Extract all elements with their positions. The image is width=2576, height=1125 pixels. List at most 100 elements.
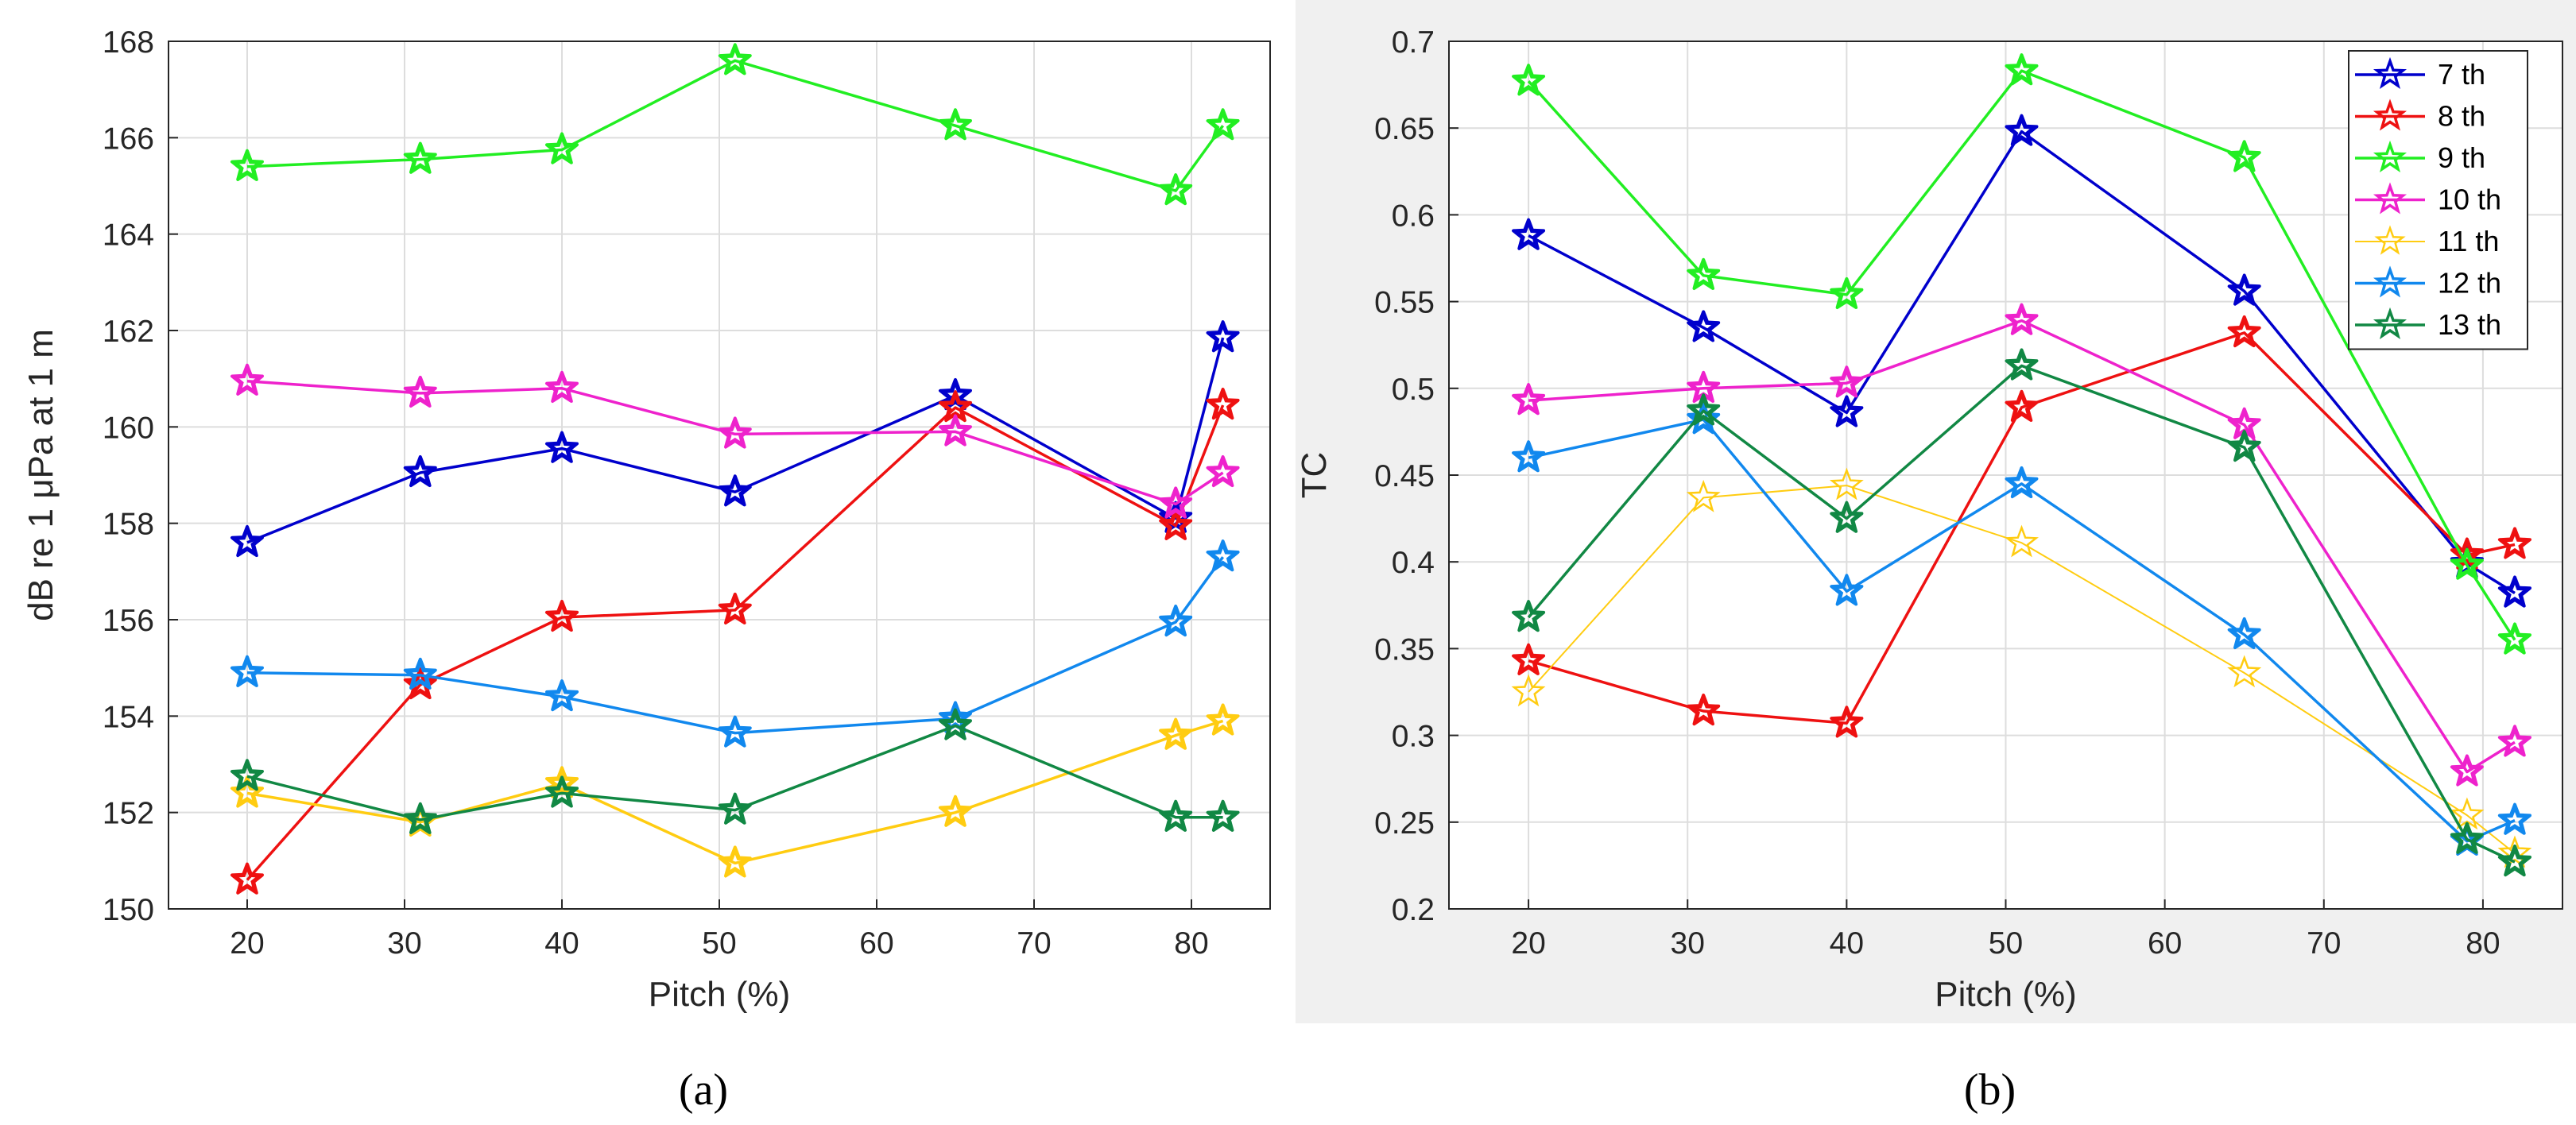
legend-marker bbox=[2373, 140, 2407, 172]
data-point-marker-inner bbox=[2501, 806, 2528, 832]
legend-label: 8 th bbox=[2438, 100, 2485, 133]
data-point-marker-inner bbox=[1162, 489, 1189, 516]
series-13th bbox=[230, 708, 1240, 834]
data-point-marker bbox=[545, 775, 579, 808]
series-line bbox=[246, 719, 1224, 865]
data-point-marker bbox=[1206, 455, 1240, 488]
data-point-marker-inner bbox=[407, 661, 434, 686]
data-point-marker bbox=[1830, 395, 1864, 427]
data-point-marker-inner bbox=[2008, 56, 2036, 83]
data-point-marker-inner bbox=[1833, 577, 1861, 603]
data-point-marker bbox=[2005, 303, 2039, 335]
data-point-marker bbox=[718, 715, 752, 748]
data-point-marker-inner bbox=[722, 719, 749, 744]
data-point-marker bbox=[2497, 527, 2531, 559]
series-line bbox=[246, 337, 1225, 544]
series-line bbox=[1527, 364, 2516, 864]
legend-marker bbox=[2374, 225, 2406, 255]
data-point-marker-inner bbox=[548, 779, 575, 805]
legend-marker bbox=[2373, 56, 2407, 89]
data-point-marker-inner bbox=[548, 136, 575, 161]
data-point-marker bbox=[1159, 173, 1193, 206]
data-point-marker-inner bbox=[1209, 458, 1237, 485]
data-point-marker-inner bbox=[1209, 391, 1237, 417]
legend-marker bbox=[2373, 99, 2407, 131]
data-point-marker bbox=[939, 108, 972, 141]
data-point-marker-inner bbox=[1690, 374, 1717, 400]
x-tick-label: 50 bbox=[702, 926, 736, 961]
series-line bbox=[246, 379, 1224, 506]
data-point-marker bbox=[1159, 508, 1193, 540]
series-8th bbox=[230, 388, 1240, 895]
legend-label: 10 th bbox=[2438, 184, 2501, 216]
chart-panel-b: 20 30 40 50 60 70 80 0.2 0.25 0.3 0.35 0.4 0.45 0.5 0.… bbox=[1295, 0, 2576, 1115]
series-line bbox=[1528, 418, 2516, 843]
x-tick-label: 80 bbox=[1174, 926, 1208, 961]
legend-label: 9 th bbox=[2438, 141, 2485, 174]
data-point-marker bbox=[1206, 388, 1240, 420]
data-point-marker bbox=[1159, 799, 1193, 832]
data-point-marker-inner bbox=[2231, 277, 2258, 303]
data-point-marker-inner bbox=[1209, 543, 1237, 569]
data-point-marker-inner bbox=[1162, 176, 1189, 203]
data-point-marker-inner bbox=[2501, 626, 2528, 651]
data-point-marker bbox=[1830, 276, 1864, 309]
data-point-marker-inner bbox=[942, 393, 969, 419]
data-point-marker bbox=[2497, 802, 2531, 835]
data-point-marker-inner bbox=[1209, 803, 1237, 829]
data-point-marker bbox=[1512, 600, 1546, 632]
series-line bbox=[246, 59, 1225, 192]
x-tick-label: 80 bbox=[2466, 926, 2500, 961]
data-point-marker bbox=[939, 414, 972, 447]
data-point-marker bbox=[545, 766, 579, 798]
data-point-marker-inner bbox=[1690, 261, 1717, 288]
data-point-marker bbox=[1159, 717, 1193, 750]
data-point-marker bbox=[718, 416, 752, 449]
y-tick-label: 0.4 bbox=[1392, 546, 1435, 580]
y-tick-label: 168 bbox=[103, 25, 154, 60]
data-point-marker bbox=[2227, 655, 2262, 688]
data-point-marker-inner bbox=[2501, 530, 2528, 556]
data-point-marker-inner bbox=[548, 603, 575, 629]
data-point-marker-inner bbox=[1833, 709, 1861, 735]
data-point-marker bbox=[2450, 822, 2484, 854]
x-tick-label: 30 bbox=[1671, 926, 1705, 961]
data-point-marker-inner bbox=[1162, 721, 1189, 747]
data-point-marker bbox=[1512, 218, 1546, 250]
data-point-marker-inner bbox=[942, 111, 969, 137]
data-point-marker bbox=[403, 657, 437, 690]
data-point-marker-inner bbox=[2501, 848, 2528, 874]
data-point-marker bbox=[403, 802, 437, 834]
data-point-marker bbox=[2005, 389, 2039, 422]
data-point-marker-inner bbox=[2501, 728, 2528, 754]
data-point-marker-inner bbox=[942, 381, 969, 408]
data-point-marker bbox=[1206, 799, 1240, 832]
data-point-marker-inner bbox=[234, 659, 261, 684]
data-point-marker bbox=[1830, 706, 1864, 738]
data-point-marker bbox=[2497, 835, 2532, 868]
data-point-marker-inner bbox=[1162, 512, 1189, 537]
data-point-marker bbox=[2497, 622, 2531, 655]
y-axis-title: dB re 1 μPa at 1 m bbox=[21, 329, 60, 621]
x-tick-label: 50 bbox=[1989, 926, 2023, 961]
y-tick-label: 0.25 bbox=[1374, 806, 1435, 841]
data-point-marker bbox=[2004, 524, 2039, 558]
series-12th bbox=[230, 539, 1240, 748]
data-point-marker bbox=[545, 600, 579, 632]
data-point-marker bbox=[1206, 320, 1240, 353]
data-point-marker bbox=[230, 862, 264, 895]
data-point-marker-inner bbox=[1210, 323, 1237, 350]
x-tick-label: 60 bbox=[2148, 926, 2182, 961]
data-point-marker bbox=[230, 149, 264, 181]
legend-label: 11 th bbox=[2438, 225, 2499, 257]
legend-label: 12 th bbox=[2438, 267, 2501, 300]
y-tick-label: 156 bbox=[103, 604, 154, 638]
data-point-marker-inner bbox=[722, 796, 749, 822]
data-point-marker bbox=[1512, 440, 1546, 473]
data-point-marker-inner bbox=[722, 596, 749, 622]
data-point-marker bbox=[939, 794, 972, 827]
data-point-marker-inner bbox=[548, 435, 575, 460]
data-point-marker-inner bbox=[1515, 67, 1542, 93]
data-point-marker bbox=[718, 592, 752, 624]
data-point-marker bbox=[2450, 797, 2485, 830]
